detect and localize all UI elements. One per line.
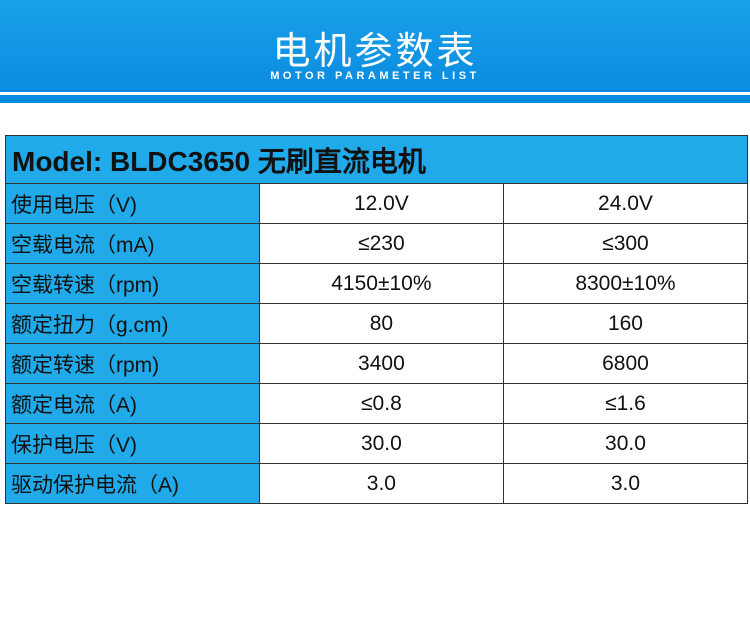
row-label: 空载转速（rpm) [5, 263, 260, 304]
cell-value: 12.0V [258, 183, 504, 224]
cell-value: 24.0V [502, 183, 749, 224]
cell-value: ≤230 [258, 223, 504, 264]
cell-value: 30.0 [502, 423, 749, 464]
cell-value: ≤300 [502, 223, 749, 264]
page-subtitle: MOTOR PARAMETER LIST [270, 70, 480, 82]
table-row: 空载转速（rpm) 4150±10% 8300±10% [5, 263, 749, 304]
cell-value: 80 [258, 303, 504, 344]
table-row: 保护电压（V) 30.0 30.0 [5, 423, 749, 464]
cell-value: 3.0 [502, 463, 749, 504]
table-body: Model: BLDC3650 无刷直流电机 使用电压（V) 12.0V 24.0V… [5, 135, 749, 504]
cell-value: 30.0 [258, 423, 504, 464]
table-title-row: Model: BLDC3650 无刷直流电机 [5, 135, 748, 184]
table-row: 额定扭力（g.cm) 80 160 [5, 303, 749, 344]
cell-value: 8300±10% [502, 263, 749, 304]
header-band [0, 0, 750, 92]
table-title: Model: BLDC3650 无刷直流电机 [5, 135, 748, 184]
row-label: 空载电流（mA) [5, 223, 260, 264]
row-label: 额定扭力（g.cm) [5, 303, 260, 344]
cell-value: 4150±10% [258, 263, 504, 304]
row-label: 使用电压（V) [5, 183, 260, 224]
row-label: 保护电压（V) [5, 423, 260, 464]
cell-value: 6800 [502, 343, 749, 384]
row-label: 额定转速（rpm) [5, 343, 260, 384]
table-row: 空载电流（mA) ≤230 ≤300 [5, 223, 749, 264]
parameter-table: Model: BLDC3650 无刷直流电机 使用电压（V) 12.0V 24.0V… [5, 135, 749, 504]
page-title: 电机参数表 [272, 31, 478, 73]
cell-value: 160 [502, 303, 749, 344]
cell-value: ≤0.8 [258, 383, 504, 424]
cell-value: ≤1.6 [502, 383, 749, 424]
table-row: 额定转速（rpm) 3400 6800 [5, 343, 749, 384]
table-row: 驱动保护电流（A) 3.0 3.0 [5, 463, 749, 504]
row-label: 驱动保护电流（A) [5, 463, 260, 504]
cell-value: 3.0 [258, 463, 504, 504]
row-label: 额定电流（A) [5, 383, 260, 424]
cell-value: 3400 [258, 343, 504, 384]
table-row: 额定电流（A) ≤0.8 ≤1.6 [5, 383, 749, 424]
table-row: 使用电压（V) 12.0V 24.0V [5, 183, 749, 224]
header-line [0, 95, 750, 103]
